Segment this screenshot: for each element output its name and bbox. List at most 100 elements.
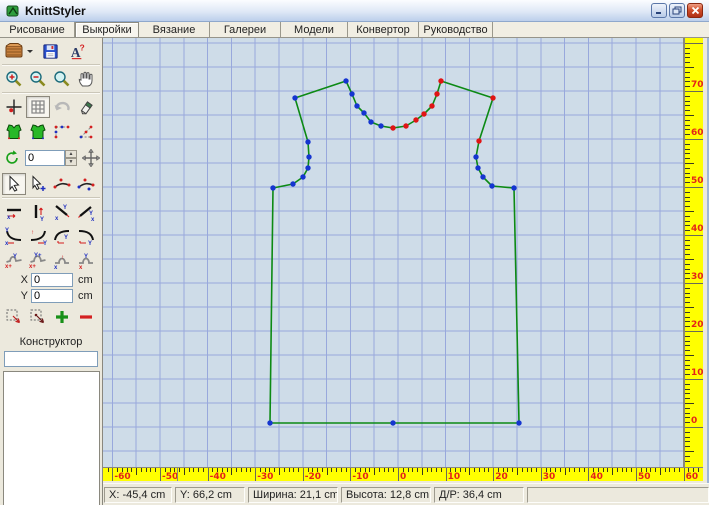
line-v-button[interactable]: Y	[26, 201, 50, 223]
pattern-canvas[interactable]	[103, 38, 684, 467]
rotate-angle-input[interactable]	[25, 150, 65, 166]
y-coordinate-row: Y cm	[0, 288, 102, 303]
restore-button[interactable]	[669, 3, 685, 18]
constructor-list[interactable]	[2, 371, 100, 505]
svg-text:x+: x+	[5, 264, 12, 270]
svg-text:↑: ↑	[31, 230, 34, 236]
spin-down-button[interactable]: ▼	[65, 158, 77, 166]
pan-hand-button[interactable]	[74, 68, 98, 90]
corner-4-button[interactable]: Y	[74, 225, 98, 247]
bump-1-button[interactable]: Y x+	[2, 249, 26, 271]
svg-text:Y: Y	[13, 254, 17, 260]
line-diag-up-button[interactable]: Y x	[74, 201, 98, 223]
svg-text:A: A	[70, 45, 80, 60]
window-title: KnittStyler	[25, 3, 86, 18]
minimize-button[interactable]	[651, 3, 667, 18]
tab-rukovodstvo[interactable]: Руководство	[419, 22, 493, 37]
add-point-button[interactable]	[26, 173, 50, 195]
tab-vyazanie[interactable]: Вязание	[139, 22, 210, 37]
tab-bar: Рисование Выкройки Вязание Галереи Модел…	[0, 22, 709, 38]
zoom-button[interactable]	[50, 68, 74, 90]
toolbar-separator	[2, 197, 100, 199]
x-coordinate-row: X cm	[0, 272, 102, 287]
curve-node2-button[interactable]	[74, 173, 98, 195]
status-width: Ширина: 21,1 cm	[248, 486, 338, 503]
status-filler	[527, 486, 709, 503]
curve-node-button[interactable]	[50, 173, 74, 195]
left-toolbar: A ?	[0, 38, 103, 505]
save-button[interactable]	[36, 40, 64, 62]
status-bar: X: -45,4 cm Y: 66,2 cm Ширина: 21,1 cm В…	[103, 483, 709, 505]
status-x: X: -45,4 cm	[104, 486, 172, 503]
grid-toggle-button[interactable]	[26, 96, 50, 118]
svg-text:↑: ↑	[61, 255, 64, 261]
titlebar[interactable]: KnittStyler	[0, 0, 709, 22]
y-unit: cm	[78, 289, 93, 302]
corner-1-button[interactable]: Y x	[2, 225, 26, 247]
toolbar-separator	[2, 64, 100, 66]
svg-text:Y: Y	[63, 205, 67, 211]
svg-text:Y: Y	[5, 228, 9, 234]
vest-front-button[interactable]	[2, 121, 26, 143]
spin-up-button[interactable]: ▲	[65, 150, 77, 158]
tab-vykroyki[interactable]: Выкройки	[75, 22, 139, 37]
svg-text:x: x	[54, 265, 58, 270]
line-diag-down-button[interactable]: Y x	[50, 201, 74, 223]
svg-text:Y: Y	[84, 254, 88, 260]
svg-text:Y: Y	[43, 241, 47, 246]
eraser-button[interactable]	[74, 96, 98, 118]
vertical-ruler: 0 10 20 30 40 50 60 70	[684, 38, 703, 467]
svg-text:x: x	[91, 217, 95, 222]
x-input[interactable]	[31, 272, 73, 287]
select-area-button[interactable]	[2, 306, 26, 328]
bump-4-button[interactable]: Y x	[74, 249, 98, 271]
status-dr: Д/Р: 36,4 cm	[434, 486, 524, 503]
axes-button[interactable]	[2, 96, 26, 118]
tab-risovanie[interactable]: Рисование	[0, 22, 75, 37]
select-button[interactable]	[2, 173, 26, 195]
svg-text:x: x	[79, 265, 83, 270]
tab-konvertor[interactable]: Конвертор	[348, 22, 419, 37]
tab-galerei[interactable]: Галереи	[210, 22, 281, 37]
y-input[interactable]	[31, 288, 73, 303]
toolbar-separator	[2, 92, 100, 94]
constructor-input[interactable]	[4, 351, 98, 367]
svg-text:x+: x+	[29, 264, 36, 270]
status-height: Высота: 12,8 cm	[341, 486, 431, 503]
x-label: X	[20, 273, 28, 286]
open-button[interactable]	[2, 40, 36, 62]
undo-button[interactable]	[50, 96, 74, 118]
points-edit-button[interactable]	[50, 121, 74, 143]
zoom-in-button[interactable]	[2, 68, 26, 90]
rotate-button[interactable]	[2, 147, 22, 169]
horizontal-ruler: -60 -50 -40 -30 -20 -10 0 10 20 30 40 50 60	[103, 467, 703, 481]
svg-text:Y+: Y+	[34, 253, 42, 259]
select-area2-button[interactable]	[26, 306, 50, 328]
tab-modeli[interactable]: Модели	[281, 22, 348, 37]
bump-2-button[interactable]: Y+ x+	[26, 249, 50, 271]
svg-text:Y: Y	[40, 217, 44, 222]
constructor-label: Конструктор	[19, 336, 83, 348]
add-button[interactable]	[50, 306, 74, 328]
move-button[interactable]	[80, 147, 102, 169]
svg-text:x: x	[55, 216, 59, 222]
points-move-button[interactable]	[74, 121, 98, 143]
svg-text:x: x	[5, 241, 9, 246]
close-button[interactable]	[687, 3, 703, 18]
svg-text:?: ?	[79, 42, 84, 52]
x-unit: cm	[78, 273, 93, 286]
y-label: Y	[20, 289, 28, 302]
corner-3-button[interactable]: Y	[50, 225, 74, 247]
remove-button[interactable]	[74, 306, 98, 328]
font-help-button[interactable]: A ?	[64, 40, 92, 62]
corner-2-button[interactable]: ↑ Y	[26, 225, 50, 247]
svg-text:Y: Y	[64, 235, 68, 241]
bump-3-button[interactable]: x ↑	[50, 249, 74, 271]
line-h-button[interactable]: x	[2, 201, 26, 223]
vest-back-button[interactable]	[26, 121, 50, 143]
app-icon	[5, 3, 21, 19]
svg-text:Y: Y	[89, 211, 93, 217]
zoom-out-button[interactable]	[26, 68, 50, 90]
rotate-angle-input-group: ▲ ▼	[25, 150, 77, 166]
